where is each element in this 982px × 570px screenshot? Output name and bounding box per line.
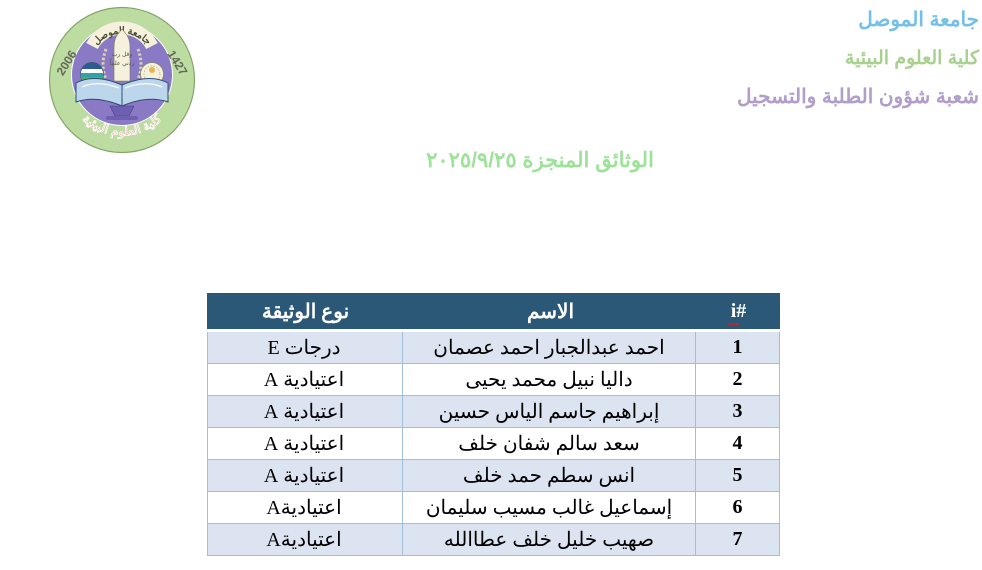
wreath-right	[136, 48, 143, 80]
book-page-left	[81, 83, 120, 89]
letterhead: جامعة الموصل كلية العلوم البيئية شعبة شؤ…	[737, 9, 979, 108]
letterhead-university: جامعة الموصل	[858, 9, 979, 31]
table-row: 3 إبراهيم جاسم الياس حسين اعتيادية A	[208, 396, 779, 428]
cell-number: 6	[732, 496, 743, 518]
cell-name: احمد عبدالجبار احمد عصمان	[403, 332, 696, 363]
header-cell-type: نوع الوثيقة	[261, 300, 350, 323]
cell-type: اعتياديةA	[206, 492, 403, 523]
cell-number: 5	[732, 464, 743, 486]
cell-type: اعتيادية A	[206, 364, 403, 395]
cell-type: اعتيادية A	[206, 428, 403, 459]
university-logo: جامعة الموصل وقل رب زدني علماً 2006	[48, 6, 196, 154]
cell-type: درجات E	[206, 332, 403, 363]
cell-type: اعتيادية A	[206, 460, 403, 491]
cell-number: 2	[732, 368, 743, 390]
table-row: 1 احمد عبدالجبار احمد عصمان درجات E	[208, 332, 779, 364]
cell-number: 4	[732, 432, 743, 454]
wreath-left	[101, 48, 108, 80]
table-row: 5 انس سطم حمد خلف اعتيادية A	[208, 460, 779, 492]
table-body: 1 احمد عبدالجبار احمد عصمان درجات E 2 دا…	[207, 332, 780, 556]
book-base	[106, 116, 138, 120]
cell-name: سعد سالم شفان خلف	[403, 428, 696, 459]
cell-name: إسماعيل غالب مسيب سليمان	[403, 492, 696, 523]
logo-motto-line2: زدني علماً	[109, 59, 135, 67]
logo-top-ribbon	[86, 21, 158, 50]
header-cell-name: الاسم	[526, 300, 575, 323]
cell-type: اعتياديةA	[206, 524, 403, 555]
book-page-right	[124, 83, 163, 89]
cell-number: 7	[732, 528, 743, 550]
document-title: الوثائق المنجزة ٢٠٢٥/٩/٢٥	[426, 149, 654, 172]
cell-number: 3	[732, 400, 743, 422]
cell-name: انس سطم حمد خلف	[403, 460, 696, 491]
cell-name: داليا نبيل محمد يحيى	[403, 364, 696, 395]
table-row: 6 إسماعيل غالب مسيب سليمان اعتياديةA	[208, 492, 779, 524]
header-cell-number: #i	[697, 293, 780, 329]
table-row: 7 صهيب خليل خلف عطاالله اعتياديةA	[208, 524, 779, 556]
cell-name: إبراهيم جاسم الياس حسين	[403, 396, 696, 427]
table-row: 4 سعد سالم شفان خلف اعتيادية A	[208, 428, 779, 460]
header-number-label: #i	[730, 299, 747, 322]
sun-icon	[149, 67, 155, 73]
letterhead-division: شعبة شؤون الطلبة والتسجيل	[737, 86, 979, 108]
table-header-row: #i الاسم نوع الوثيقة	[207, 293, 780, 329]
cell-number: 1	[732, 336, 743, 358]
spellcheck-squiggle	[727, 323, 739, 325]
letterhead-college: كلية العلوم البيئية	[844, 48, 979, 69]
logo-motto-line1: وقل رب	[112, 51, 133, 58]
cell-type: اعتيادية A	[206, 396, 403, 427]
table-row: 2 داليا نبيل محمد يحيى اعتيادية A	[208, 364, 779, 396]
cell-name: صهيب خليل خلف عطاالله	[403, 524, 696, 555]
documents-table: #i الاسم نوع الوثيقة 1 احمد عبدالجبار اح…	[207, 293, 780, 556]
minaret-arch	[113, 28, 131, 82]
